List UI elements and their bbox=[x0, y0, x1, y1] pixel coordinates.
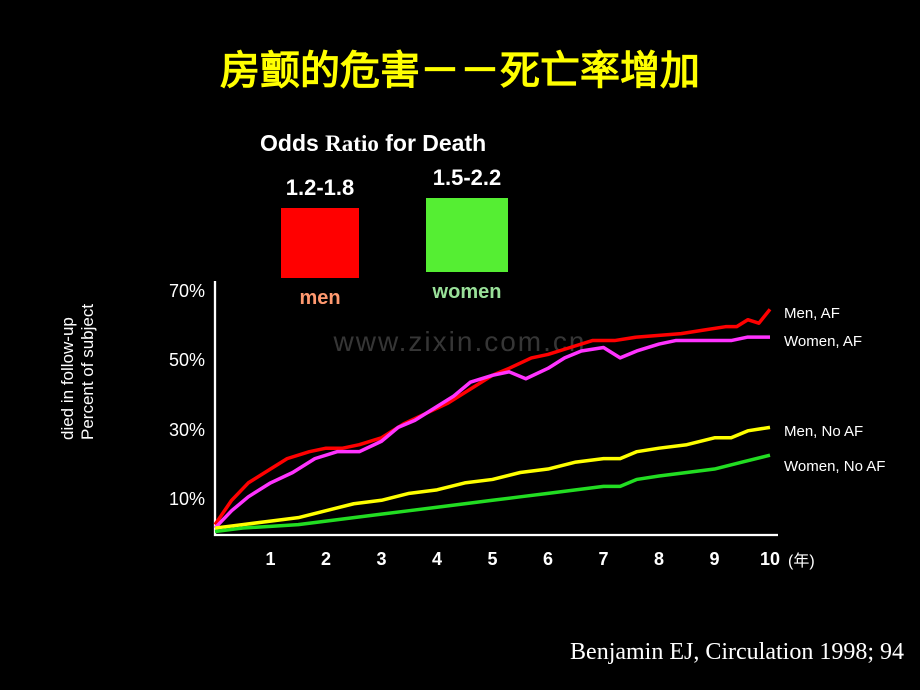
x-tick-2: 2 bbox=[321, 549, 331, 570]
x-tick-10: 10 bbox=[760, 549, 780, 570]
series-line-men-no-af bbox=[215, 427, 770, 528]
y-tick-70: 70% bbox=[145, 281, 205, 302]
x-tick-9: 9 bbox=[709, 549, 719, 570]
x-tick-8: 8 bbox=[654, 549, 664, 570]
x-tick-5: 5 bbox=[487, 549, 497, 570]
slide-root: 房颤的危害－－死亡率增加 Odds Ratio for Death 1.2-1.… bbox=[0, 0, 920, 690]
x-tick-3: 3 bbox=[376, 549, 386, 570]
x-tick-7: 7 bbox=[598, 549, 608, 570]
series-label-women-af: Women, AF bbox=[784, 333, 862, 350]
x-axis-unit: (年) bbox=[788, 547, 815, 571]
series-label-men-af: Men, AF bbox=[784, 305, 840, 322]
x-tick-4: 4 bbox=[432, 549, 442, 570]
y-tick-50: 50% bbox=[145, 350, 205, 371]
mortality-chart bbox=[0, 0, 920, 690]
y-tick-10: 10% bbox=[145, 489, 205, 510]
citation: Benjamin EJ, Circulation 1998; 94 bbox=[570, 639, 904, 666]
x-tick-1: 1 bbox=[265, 549, 275, 570]
series-label-women-no-af: Women, No AF bbox=[784, 458, 885, 475]
series-label-men-no-af: Men, No AF bbox=[784, 423, 863, 440]
y-tick-30: 30% bbox=[145, 420, 205, 441]
x-tick-6: 6 bbox=[543, 549, 553, 570]
series-line-women-no-af bbox=[215, 455, 770, 531]
